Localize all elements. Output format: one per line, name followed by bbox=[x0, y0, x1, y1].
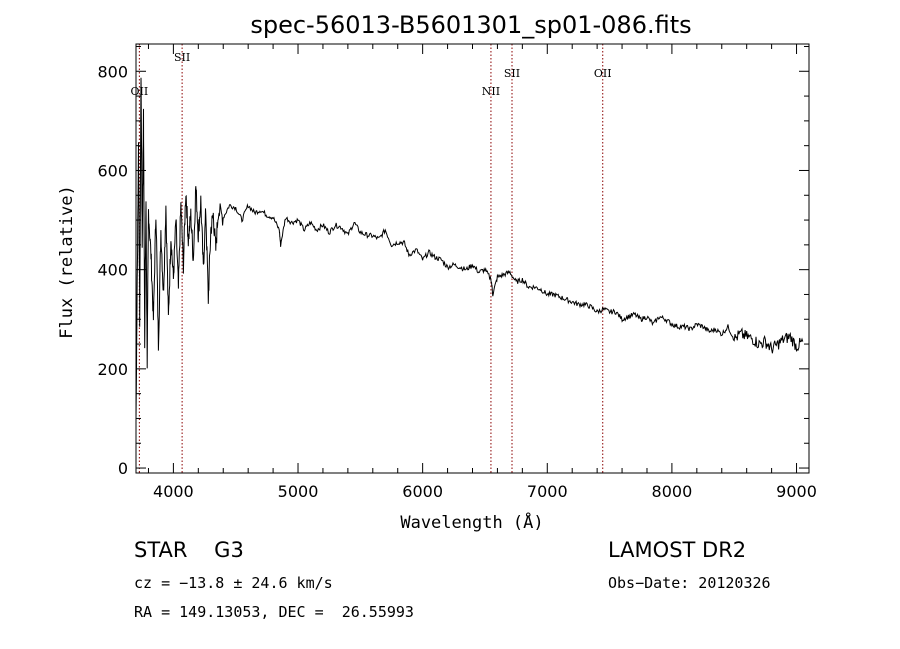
chart-title: spec-56013-B5601301_sp01-086.fits bbox=[250, 11, 691, 39]
y-tick-label: 800 bbox=[97, 62, 128, 81]
coordinates: RA = 149.13053, DEC = 26.55993 bbox=[134, 603, 414, 621]
x-tick-label: 8000 bbox=[652, 482, 693, 501]
y-tick-label: 200 bbox=[97, 360, 128, 379]
y-axis-label: Flux (relative) bbox=[57, 185, 77, 339]
emission-line-label: SII bbox=[174, 51, 190, 64]
y-tick-label: 600 bbox=[97, 161, 128, 180]
emission-line-label: SII bbox=[504, 67, 520, 80]
x-tick-label: 6000 bbox=[402, 482, 443, 501]
emission-line-label: OII bbox=[594, 67, 612, 80]
axis-ticks: 4000 5000 6000 7000 8000 9000 0 200 400 600 800 bbox=[97, 44, 817, 501]
plot-frame bbox=[135, 43, 810, 474]
spectrum-line bbox=[135, 77, 804, 419]
redshift-info: cz = −13.8 ± 24.6 km/s bbox=[134, 574, 333, 592]
y-tick-label: 0 bbox=[118, 459, 128, 478]
obs-date: Obs−Date: 20120326 bbox=[608, 574, 771, 592]
emission-line-label: NII bbox=[482, 85, 500, 98]
x-tick-label: 4000 bbox=[153, 482, 194, 501]
x-axis-label: Wavelength (Å) bbox=[400, 511, 543, 533]
data-layer: OII SII NII SII OII bbox=[131, 44, 804, 473]
x-tick-label: 7000 bbox=[527, 482, 568, 501]
emission-line-label: OII bbox=[131, 85, 149, 98]
x-tick-label: 9000 bbox=[776, 482, 817, 501]
survey-name: LAMOST DR2 bbox=[608, 538, 747, 562]
object-class: STAR G3 bbox=[134, 538, 244, 562]
y-tick-label: 400 bbox=[97, 261, 128, 280]
x-tick-label: 5000 bbox=[278, 482, 319, 501]
